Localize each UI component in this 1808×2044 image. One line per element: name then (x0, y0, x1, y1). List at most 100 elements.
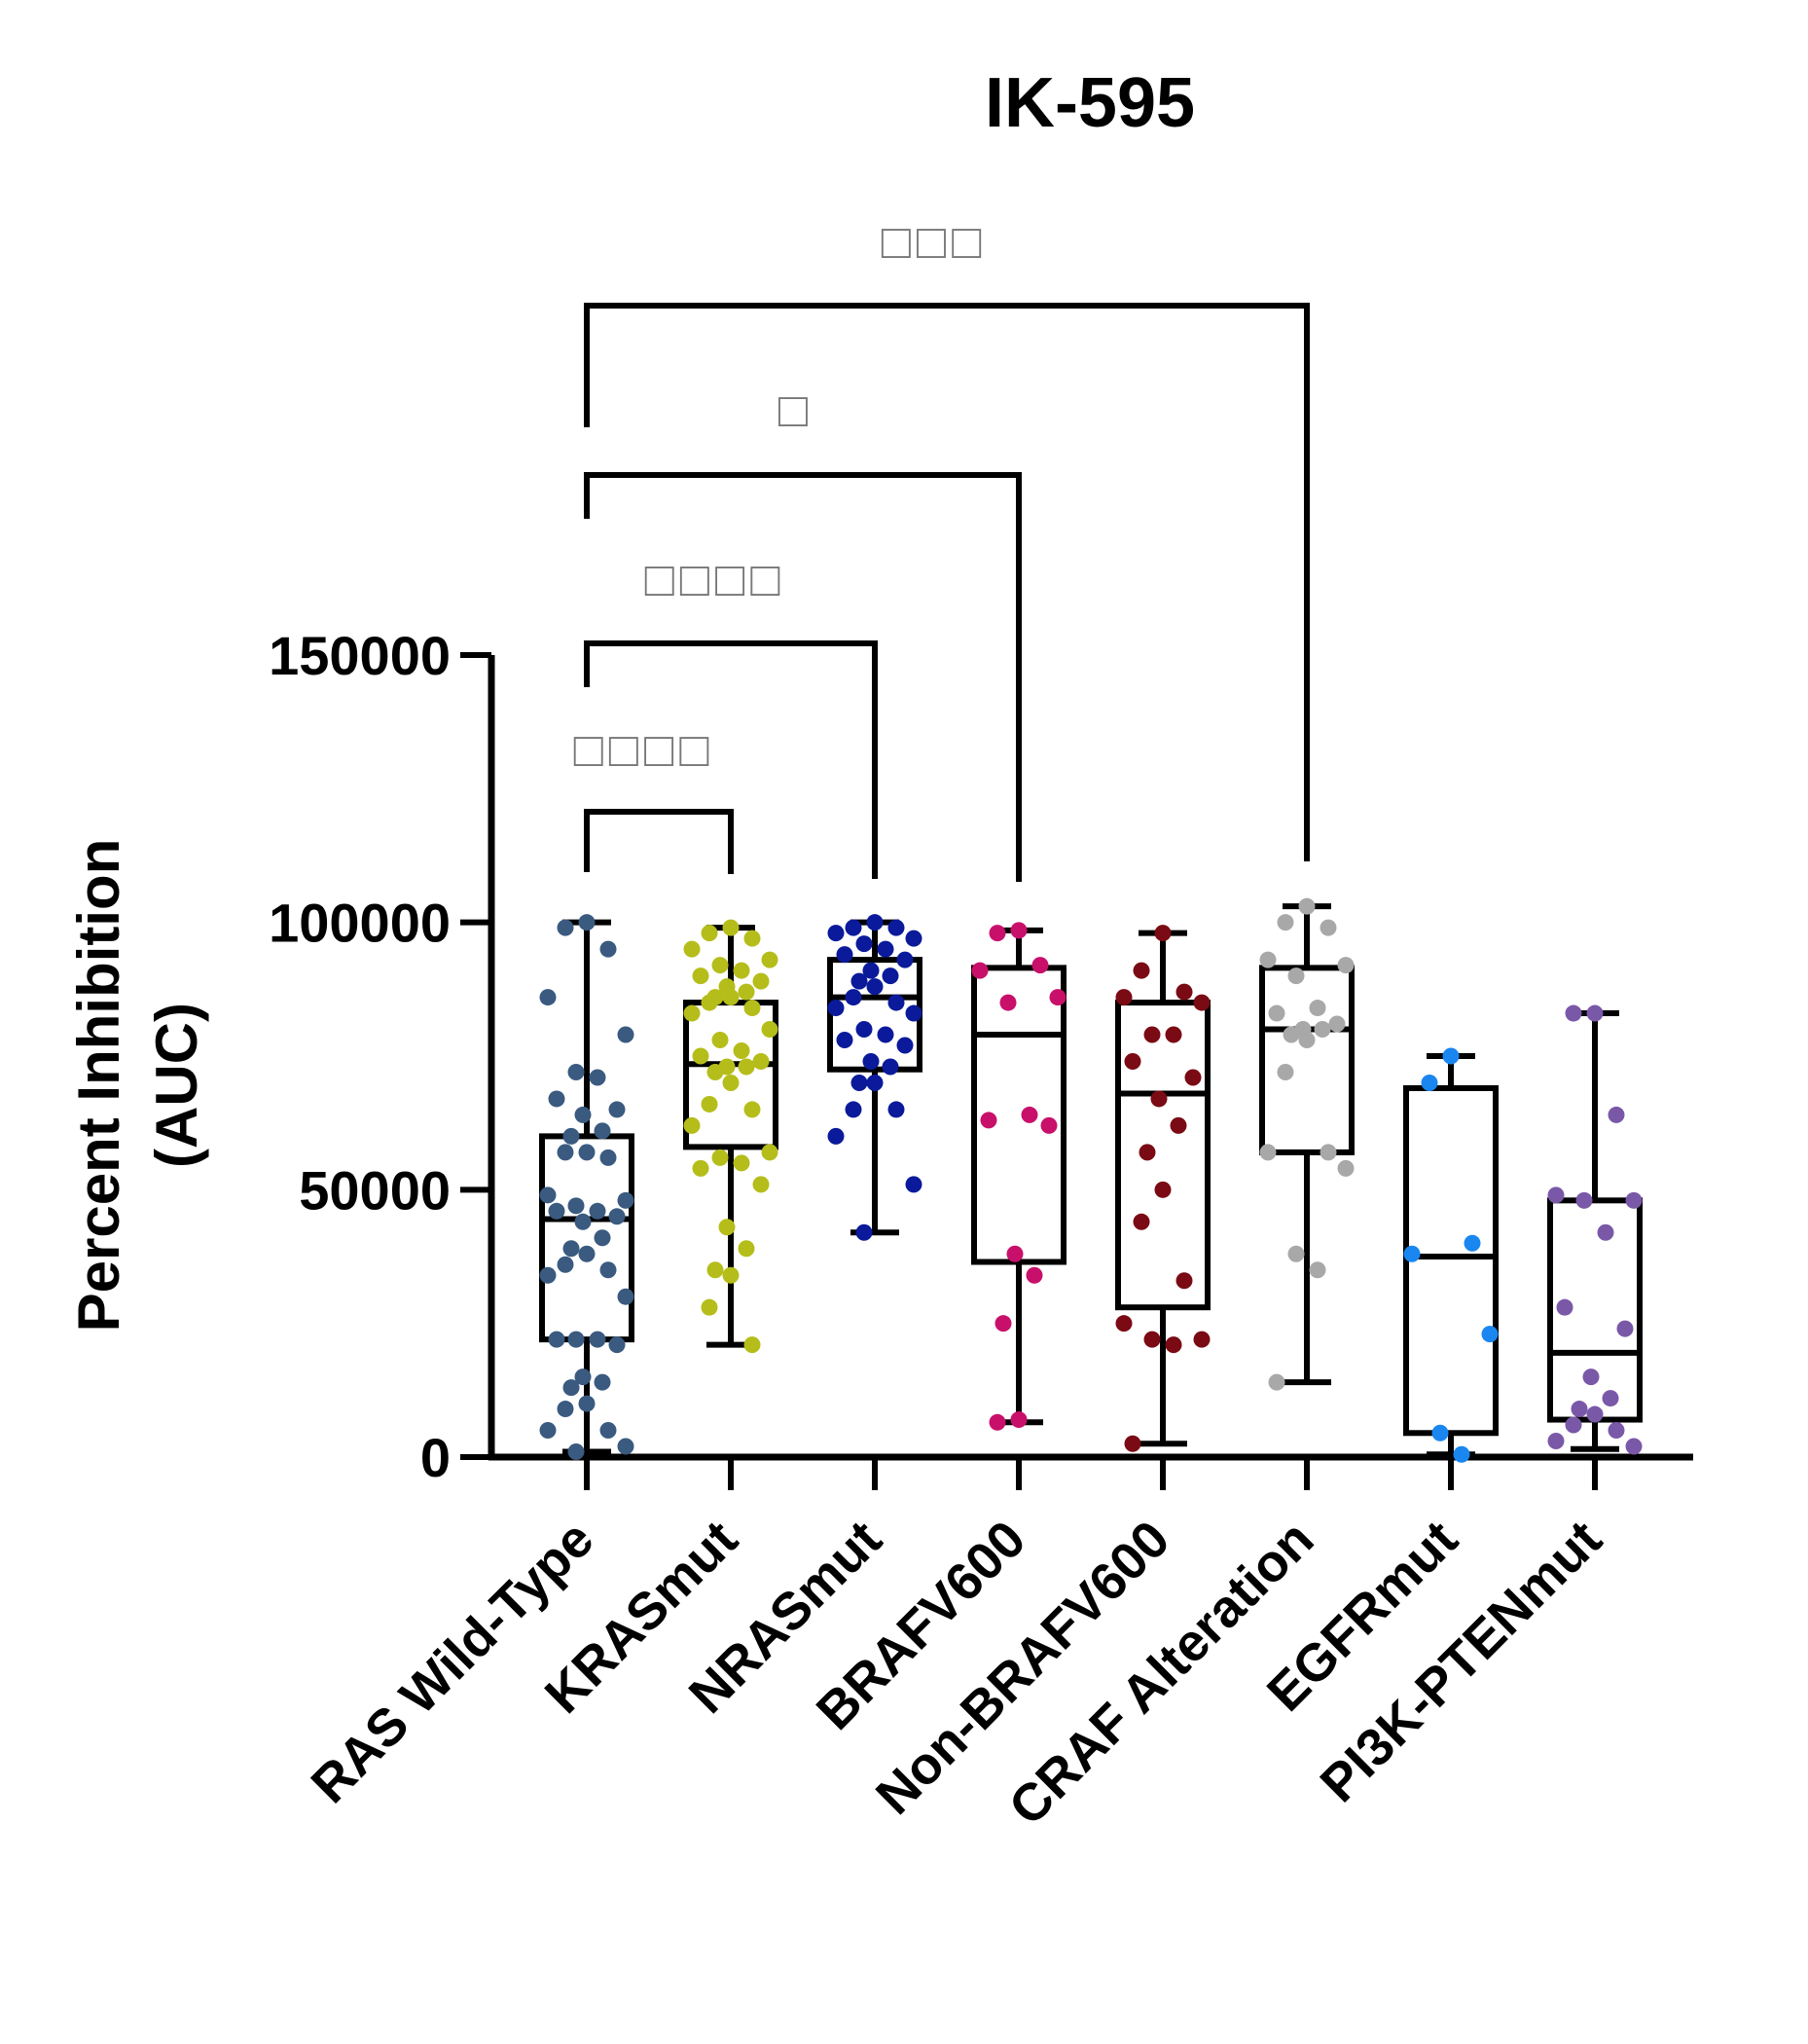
data-point (994, 1315, 1012, 1332)
data-point (1170, 1116, 1187, 1134)
data-point (855, 1223, 873, 1241)
data-point (1565, 1416, 1582, 1434)
data-point (1040, 1116, 1058, 1134)
data-point (683, 1116, 701, 1134)
data-point (1143, 1026, 1161, 1043)
data-point (608, 1336, 626, 1354)
data-point (980, 1112, 997, 1129)
data-point (887, 919, 905, 936)
data-point (1547, 1433, 1565, 1450)
data-point (1006, 1245, 1024, 1262)
data-point (733, 962, 750, 979)
y-tick-label: 50000 (299, 1159, 451, 1221)
data-point (845, 989, 862, 1006)
data-point (882, 1058, 899, 1076)
data-point (701, 994, 718, 1011)
data-point (877, 940, 894, 958)
data-point (836, 946, 853, 964)
data-point (1133, 1213, 1150, 1230)
significance-label: □□□□ (645, 552, 786, 606)
significance-label: □ (778, 383, 814, 437)
data-point (1277, 1063, 1294, 1080)
data-point (617, 1288, 634, 1305)
data-point (722, 1074, 740, 1091)
data-point (905, 1004, 922, 1022)
box (1115, 1000, 1211, 1311)
data-point (845, 1101, 862, 1118)
data-point (589, 1069, 606, 1086)
data-point (1021, 1106, 1038, 1123)
data-point (1625, 1191, 1643, 1209)
data-point (836, 1032, 853, 1049)
box (971, 965, 1067, 1265)
data-point (722, 1266, 740, 1284)
data-point (599, 1261, 617, 1279)
data-point (1268, 1373, 1285, 1391)
data-point (548, 1331, 565, 1348)
data-point (1320, 1144, 1337, 1161)
y-tick-label: 100000 (269, 893, 451, 954)
data-point (866, 1074, 884, 1091)
data-point (1337, 1159, 1355, 1177)
data-point (567, 1443, 585, 1461)
data-point (574, 1369, 592, 1386)
data-point (1547, 1186, 1565, 1204)
y-axis-label-line-2: (AUC) (144, 1003, 209, 1168)
data-point (971, 962, 989, 979)
significance-bracket (584, 809, 734, 874)
data-point (1481, 1326, 1499, 1343)
data-point (1283, 1026, 1300, 1043)
data-point (1259, 1144, 1277, 1161)
data-point (1184, 1069, 1202, 1086)
data-point (743, 1000, 761, 1017)
data-point (1154, 1181, 1172, 1198)
data-point (733, 1042, 750, 1060)
data-point (692, 1047, 709, 1065)
box (1259, 965, 1355, 1155)
data-point (827, 1127, 845, 1145)
data-point (845, 919, 862, 936)
data-point (862, 962, 880, 979)
data-point (989, 1413, 1006, 1431)
data-point (1139, 1144, 1156, 1161)
data-point (1133, 962, 1150, 979)
data-point (1259, 951, 1277, 968)
data-point (711, 1032, 729, 1049)
data-point (683, 1004, 701, 1022)
data-point (850, 1074, 868, 1091)
data-point (594, 1229, 611, 1247)
data-point (989, 925, 1006, 942)
data-point (1298, 897, 1316, 915)
data-point (608, 1208, 626, 1225)
data-point (1565, 1004, 1582, 1022)
data-point (855, 935, 873, 953)
data-point (1124, 1435, 1141, 1452)
data-point (1597, 1223, 1614, 1241)
data-point (1575, 1191, 1593, 1209)
data-point (617, 1191, 634, 1209)
data-point (761, 1144, 778, 1161)
data-point (557, 1144, 574, 1161)
data-point (1175, 1272, 1193, 1290)
data-point (1010, 1411, 1028, 1429)
data-point (539, 989, 557, 1006)
data-point (594, 1122, 611, 1140)
data-point (752, 1052, 770, 1070)
data-point (589, 1202, 606, 1220)
y-axis-label-line-1: Percent Inhibition (66, 839, 131, 1332)
data-point (557, 1256, 574, 1273)
data-point (578, 1245, 596, 1262)
data-point (1175, 983, 1193, 1001)
data-point (557, 919, 574, 936)
data-point (711, 957, 729, 974)
data-point (1602, 1390, 1619, 1407)
data-point (1309, 1261, 1326, 1279)
data-point (574, 1213, 592, 1230)
data-point (692, 967, 709, 985)
significance-bracket (584, 472, 1022, 882)
data-point (827, 925, 845, 942)
data-point (887, 1101, 905, 1118)
data-point (1143, 1331, 1161, 1348)
data-point (1309, 1000, 1326, 1017)
data-point (761, 1021, 778, 1039)
